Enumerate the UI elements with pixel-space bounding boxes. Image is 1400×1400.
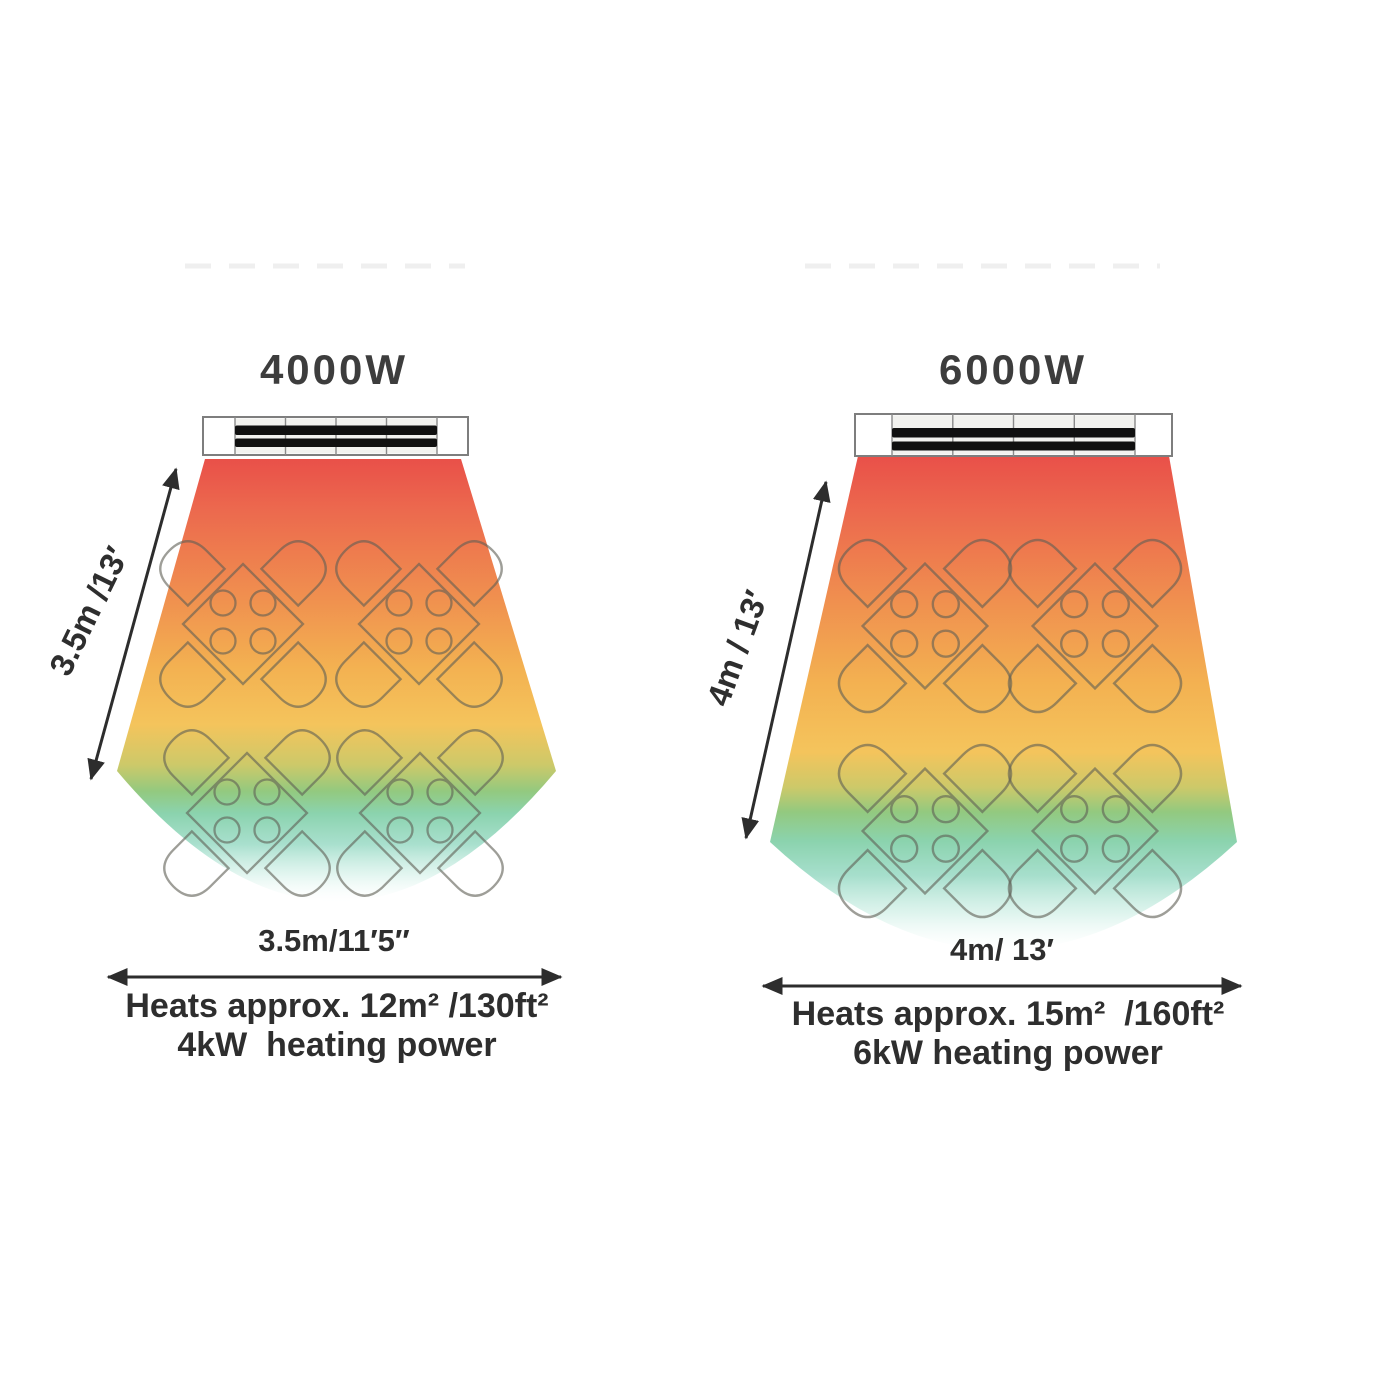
- heats-area-text-left: Heats approx. 12m² /130ft²: [125, 987, 548, 1025]
- heating-element-icon: [892, 441, 1135, 451]
- heating-element-icon: [235, 425, 437, 435]
- heating-element-icon: [235, 438, 437, 447]
- diagonal-dimension-label-left: 3.5m /13′: [42, 541, 136, 681]
- width-dimension-label-left: 3.5m/11′5″: [258, 923, 410, 958]
- diagram-6000w: 6000W 4m / 13′ 4m/ 13′ Hea: [699, 346, 1243, 1072]
- heater-bar-icon-right: [854, 413, 1173, 457]
- diagonal-dimension-arrow-right: [741, 480, 831, 840]
- heating-element-icon: [892, 428, 1135, 438]
- diagram-4000w: 4000W 3.5m /13′ 3.5m/11′5″: [42, 346, 563, 1064]
- heating-power-text-left: 4kW heating power: [177, 1026, 496, 1064]
- diagonal-dimension-arrow-left: [87, 467, 180, 781]
- heater-bar-icon-left: [202, 416, 469, 456]
- title-4000w: 4000W: [260, 346, 408, 393]
- width-dimension-label-right: 4m/ 13′: [950, 932, 1054, 967]
- heat-zone-6000w: [770, 456, 1237, 950]
- heating-power-text-right: 6kW heating power: [853, 1034, 1163, 1072]
- heats-area-text-right: Heats approx. 15m² /160ft²: [792, 995, 1225, 1033]
- diagonal-dimension-label-right: 4m / 13′: [699, 585, 775, 710]
- title-6000w: 6000W: [939, 346, 1087, 393]
